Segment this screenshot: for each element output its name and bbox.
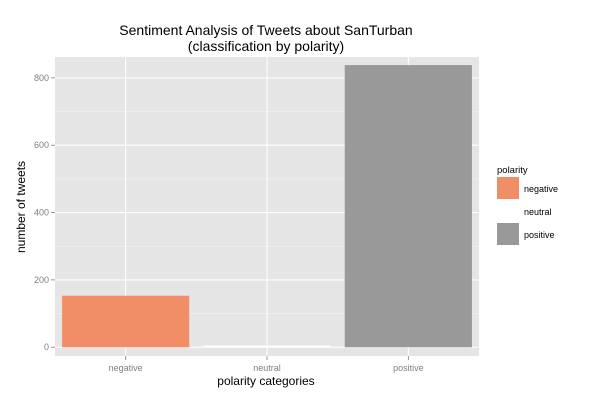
x-tick-label: positive xyxy=(393,363,424,373)
x-axis-ticks: negative neutral positive xyxy=(109,356,424,373)
legend-label-neutral: neutral xyxy=(524,207,552,217)
y-tick-label: 600 xyxy=(34,140,49,150)
bar-neutral xyxy=(203,345,331,348)
chart-title-line-2: (classification by polarity) xyxy=(188,38,344,54)
legend: polarity negative neutral positive xyxy=(497,165,558,245)
y-tick-label: 800 xyxy=(34,73,49,83)
chart-title-line-1: Sentiment Analysis of Tweets about SanTu… xyxy=(119,22,412,38)
bars xyxy=(62,65,472,348)
legend-title: polarity xyxy=(497,165,528,176)
y-tick-label: 400 xyxy=(34,208,49,218)
bar-positive xyxy=(344,65,472,348)
legend-swatch-negative xyxy=(497,177,519,199)
legend-swatch-neutral xyxy=(497,200,519,222)
x-axis-title: polarity categories xyxy=(217,374,314,388)
y-axis-ticks: 0 200 400 600 800 xyxy=(34,73,55,352)
legend-label-positive: positive xyxy=(524,230,555,240)
legend-swatch-positive xyxy=(497,223,519,245)
y-tick-label: 0 xyxy=(44,342,49,352)
y-axis-title: number of tweets xyxy=(14,161,28,253)
x-tick-label: negative xyxy=(109,363,143,373)
x-tick-label: neutral xyxy=(253,363,281,373)
legend-label-negative: negative xyxy=(524,184,558,194)
bar-negative xyxy=(62,295,190,348)
y-tick-label: 200 xyxy=(34,275,49,285)
